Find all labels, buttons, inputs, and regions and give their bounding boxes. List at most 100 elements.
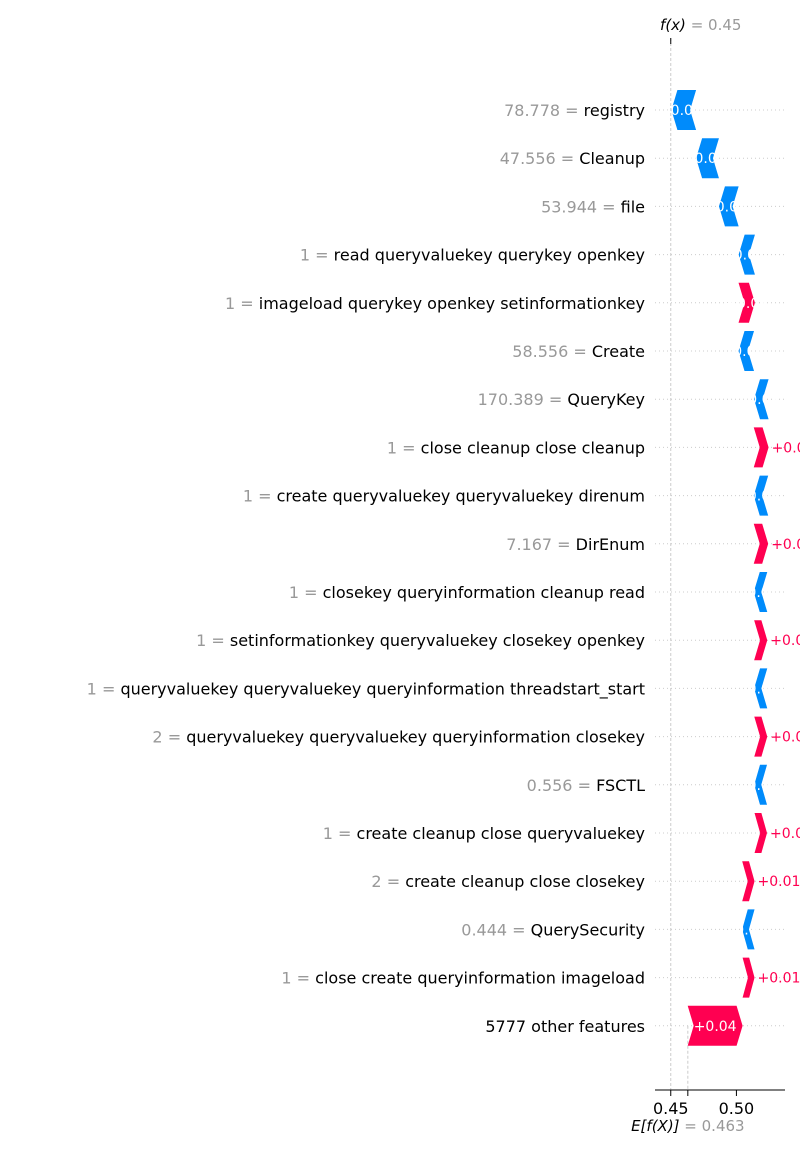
feature-value: 58.556 = bbox=[512, 342, 592, 361]
feature-value: 47.556 = bbox=[500, 149, 580, 168]
feature-label: 78.778 = registry bbox=[504, 101, 645, 120]
waterfall-bar bbox=[753, 475, 769, 516]
feature-value: 1 = bbox=[196, 631, 230, 650]
feature-value: 53.944 = bbox=[541, 197, 621, 216]
bar-value-label: -0.02 bbox=[666, 103, 702, 119]
waterfall-bar bbox=[696, 138, 719, 179]
feature-label: 2 = create cleanup close closekey bbox=[371, 872, 645, 891]
bar-value-label: +0.01 bbox=[771, 537, 800, 553]
feature-value: 170.389 = bbox=[478, 390, 568, 409]
feature-name: file bbox=[621, 197, 645, 216]
feature-label: 47.556 = Cleanup bbox=[500, 149, 645, 168]
feature-value: 1 = bbox=[289, 583, 323, 602]
feature-name: imageload querykey openkey setinformatio… bbox=[259, 294, 645, 313]
expected-value-label: E[f(X)] = 0.463 bbox=[631, 1117, 745, 1135]
bar-value-label: +0.01 bbox=[770, 730, 800, 746]
feature-name: create queryvaluekey queryvaluekey diren… bbox=[277, 487, 645, 506]
waterfall-bar bbox=[671, 90, 697, 130]
x-axis: 0.45 0.50E[f(X)] = 0.463 f(x) = 0.45 bbox=[631, 16, 785, 1135]
feature-name: setinformationkey queryvaluekey closekey… bbox=[230, 631, 645, 650]
feature-label: 1 = close cleanup close cleanup bbox=[387, 438, 645, 457]
feature-name: FSCTL bbox=[596, 776, 645, 795]
feature-value: 1 = bbox=[87, 679, 121, 698]
feature-label: 1 = closekey queryinformation cleanup re… bbox=[289, 583, 645, 602]
feature-label: 58.556 = Create bbox=[512, 342, 645, 361]
feature-labels: -0.02 78.778 = registry -0.02 47.556 = Clea… bbox=[87, 101, 800, 1036]
feature-label: 1 = read queryvaluekey querykey openkey bbox=[300, 246, 645, 265]
feature-label: 170.389 = QueryKey bbox=[478, 390, 645, 409]
waterfall-bar bbox=[754, 813, 768, 853]
feature-value: 7.167 = bbox=[506, 535, 575, 554]
feature-name: registry bbox=[584, 101, 645, 120]
feature-name: read queryvaluekey querykey openkey bbox=[334, 246, 645, 265]
feature-name: closekey queryinformation cleanup read bbox=[323, 583, 645, 602]
feature-label: 2 = queryvaluekey queryvaluekey queryinf… bbox=[152, 728, 645, 747]
feature-name: close create queryinformation imageload bbox=[315, 969, 645, 988]
feature-value: 1 = bbox=[243, 487, 277, 506]
bar-value-label: +0.01 bbox=[772, 440, 800, 456]
waterfall-bar bbox=[754, 716, 768, 757]
waterfall-bar bbox=[742, 909, 755, 950]
feature-label: 1 = queryvaluekey queryvaluekey queryinf… bbox=[87, 679, 645, 699]
waterfall-bar bbox=[738, 234, 755, 275]
x-tick-label: 0.50 bbox=[719, 1099, 755, 1118]
bar-value-label: +0.01 bbox=[725, 296, 768, 312]
feature-name: queryvaluekey queryvaluekey queryinforma… bbox=[186, 728, 645, 747]
fx-number: = 0.45 bbox=[691, 16, 742, 34]
waterfall-bar bbox=[738, 282, 755, 323]
feature-name: Create bbox=[592, 342, 645, 361]
bar-value-label: +0.01 bbox=[758, 874, 800, 890]
waterfall-bar bbox=[738, 331, 755, 371]
bar-value-label: -0.02 bbox=[689, 151, 725, 167]
feature-value: 1 = bbox=[300, 246, 334, 265]
feature-name: QuerySecurity bbox=[531, 920, 645, 939]
feature-label: 7.167 = DirEnum bbox=[506, 535, 645, 554]
fx-name: f(x) bbox=[660, 16, 691, 34]
feature-name: create cleanup close closekey bbox=[405, 872, 645, 891]
bar-value-label: -0.01 bbox=[730, 922, 766, 938]
waterfall-bar bbox=[753, 427, 769, 468]
expected-value-number: = 0.463 bbox=[684, 1117, 744, 1135]
feature-value: 1 = bbox=[225, 294, 259, 313]
bar-value-label: -0.01 bbox=[743, 392, 779, 408]
x-tick-label: 0.45 bbox=[653, 1099, 689, 1118]
feature-label: 0.444 = QuerySecurity bbox=[461, 920, 645, 939]
feature-name: QueryKey bbox=[567, 390, 645, 409]
feature-label: 53.944 = file bbox=[541, 197, 645, 216]
bar-value-label: +0.04 bbox=[694, 1019, 737, 1035]
waterfall-bar bbox=[742, 861, 755, 902]
feature-value: 1 = bbox=[387, 438, 421, 457]
bar-value-label: -0.01 bbox=[743, 489, 779, 505]
bar-value-label: +0.01 bbox=[758, 971, 800, 987]
bars bbox=[671, 90, 769, 1046]
feature-value: 0.444 = bbox=[461, 920, 530, 939]
bar-value-label: -0.01 bbox=[743, 778, 779, 794]
waterfall-bar bbox=[753, 523, 769, 564]
bar-value-label: -0.01 bbox=[711, 199, 747, 215]
bar-value-label: +0.01 bbox=[770, 826, 800, 842]
feature-value: 1 = bbox=[281, 969, 315, 988]
bar-value-label: +0.01 bbox=[770, 633, 800, 649]
feature-name: close cleanup close cleanup bbox=[421, 438, 645, 457]
bar-value-label: -0.01 bbox=[742, 585, 778, 601]
waterfall-bar bbox=[754, 764, 768, 805]
feature-value: 2 = bbox=[152, 728, 186, 747]
feature-value: 78.778 = bbox=[504, 101, 584, 120]
feature-label: 5777 other features bbox=[485, 1017, 645, 1036]
feature-value: 2 = bbox=[371, 872, 405, 891]
feature-label: 1 = create queryvaluekey queryvaluekey d… bbox=[243, 487, 645, 506]
feature-name: create cleanup close queryvaluekey bbox=[357, 824, 645, 843]
waterfall-bar bbox=[687, 1005, 743, 1046]
feature-name: 5777 other features bbox=[485, 1017, 645, 1036]
feature-name: DirEnum bbox=[576, 535, 645, 554]
waterfall-bar bbox=[754, 668, 768, 709]
waterfall-bar bbox=[742, 957, 755, 998]
waterfall-bar bbox=[753, 572, 768, 612]
waterfall-bar bbox=[754, 379, 769, 420]
bar-value-label: -0.01 bbox=[728, 344, 764, 360]
feature-label: 1 = imageload querykey openkey setinform… bbox=[225, 294, 645, 313]
feature-label: 0.556 = FSCTL bbox=[527, 776, 645, 795]
reference-lines bbox=[670, 38, 689, 1090]
feature-label: 1 = close create queryinformation imagel… bbox=[281, 969, 645, 988]
